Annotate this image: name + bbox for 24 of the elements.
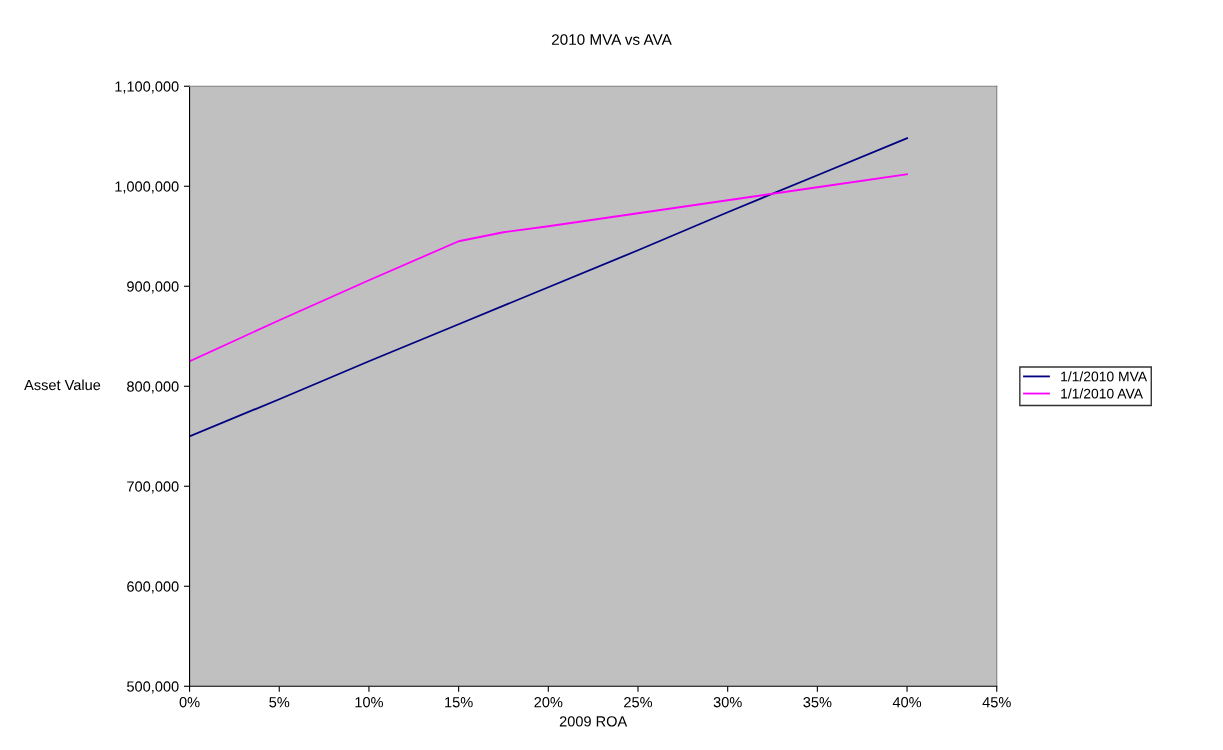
x-tick-label: 0% (179, 697, 200, 708)
x-tick-label: 20% (534, 697, 563, 708)
y-tick-label: 600,000 (127, 581, 179, 594)
line-series (189, 137, 908, 438)
y-tick-label: 500,000 (127, 681, 179, 694)
x-tick-label: 30% (713, 697, 742, 708)
x-axis-title: 2009 ROA (559, 716, 628, 727)
y-tick-label: 1,000,000 (115, 181, 179, 194)
x-tick-label: 10% (355, 697, 384, 708)
chart-title: 2010 MVA vs AVA (551, 34, 672, 45)
legend-label: 1/1/2010 AVA (1061, 388, 1143, 399)
x-tick-label: 45% (982, 697, 1011, 708)
y-tick-label: 1,100,000 (115, 81, 179, 94)
x-tick-label: 40% (892, 697, 922, 708)
legend-label: 1/1/2010 MVA (1061, 371, 1148, 382)
x-tick-label: 15% (445, 697, 473, 708)
y-tick-label: 800,000 (127, 381, 179, 394)
line-series (189, 173, 908, 363)
x-tick-label: 35% (803, 697, 832, 708)
y-axis-title: Asset Value (24, 379, 101, 391)
x-tick-label: 5% (269, 697, 290, 708)
y-tick-label: 700,000 (127, 481, 179, 494)
y-tick-label: 900,000 (127, 281, 179, 294)
x-tick-label: 25% (624, 697, 653, 708)
